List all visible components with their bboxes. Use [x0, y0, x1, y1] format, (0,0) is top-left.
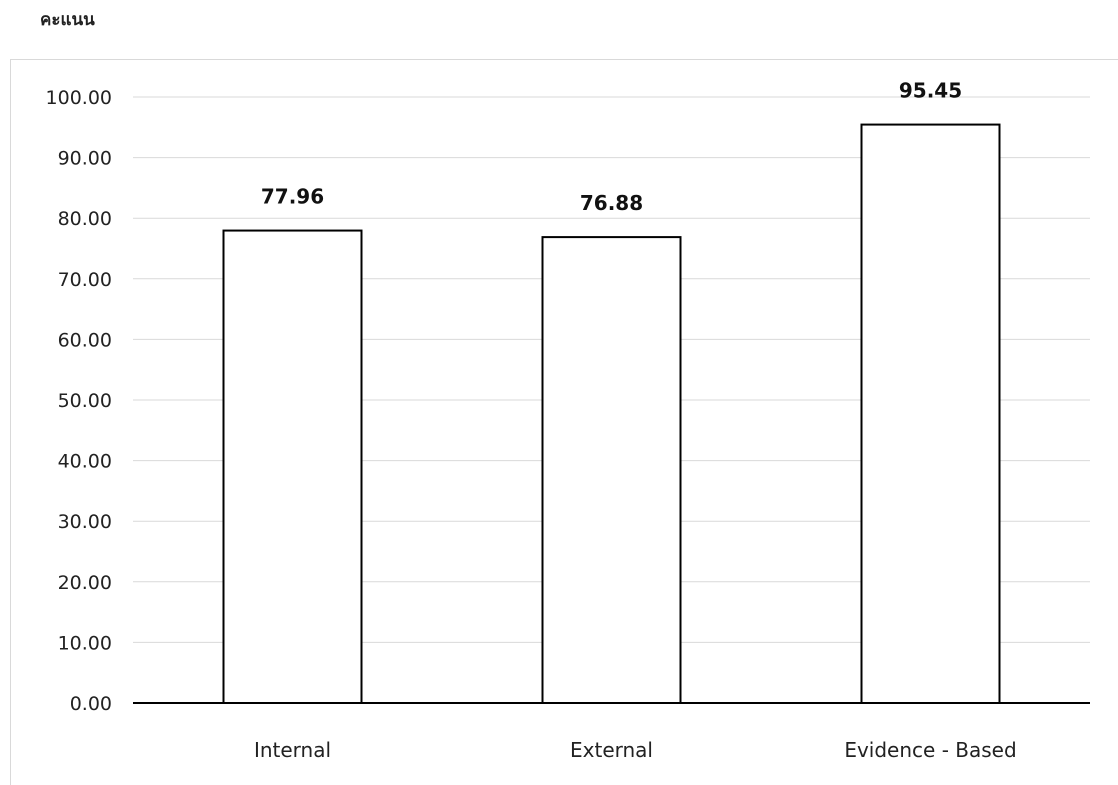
y-tick-label: 60.00 — [58, 329, 112, 351]
y-tick-label: 40.00 — [58, 451, 112, 473]
bars — [222, 123, 1001, 704]
y-tick-label: 90.00 — [58, 148, 112, 170]
data-labels: 77.96 76.88 95.45 — [261, 79, 962, 216]
x-tick-label: Evidence - Based — [844, 738, 1016, 762]
y-tick-label: 80.00 — [58, 208, 112, 230]
x-tick-label: External — [570, 738, 653, 762]
y-axis-ticks: 0.00 10.00 20.00 30.00 40.00 50.00 60.00 70.00 8… — [46, 87, 112, 715]
y-tick-label: 0.00 — [70, 693, 112, 715]
x-tick-label: Internal — [254, 738, 331, 762]
y-tick-label: 20.00 — [58, 572, 112, 594]
y-axis-unit-label: คะแนน — [40, 10, 95, 30]
chart-frame — [10, 59, 1118, 785]
bar-internal — [222, 229, 363, 704]
data-label: 76.88 — [580, 191, 643, 215]
y-tick-label: 50.00 — [58, 390, 112, 412]
data-label: 95.45 — [899, 79, 962, 103]
x-axis-labels: Internal External Evidence - Based — [254, 738, 1017, 762]
bar-external — [541, 236, 682, 704]
data-label: 77.96 — [261, 185, 324, 209]
y-tick-label: 100.00 — [46, 87, 112, 109]
bar-evidence-based — [860, 123, 1001, 704]
y-tick-label: 70.00 — [58, 269, 112, 291]
y-tick-label: 10.00 — [58, 632, 112, 654]
y-tick-label: 30.00 — [58, 511, 112, 533]
